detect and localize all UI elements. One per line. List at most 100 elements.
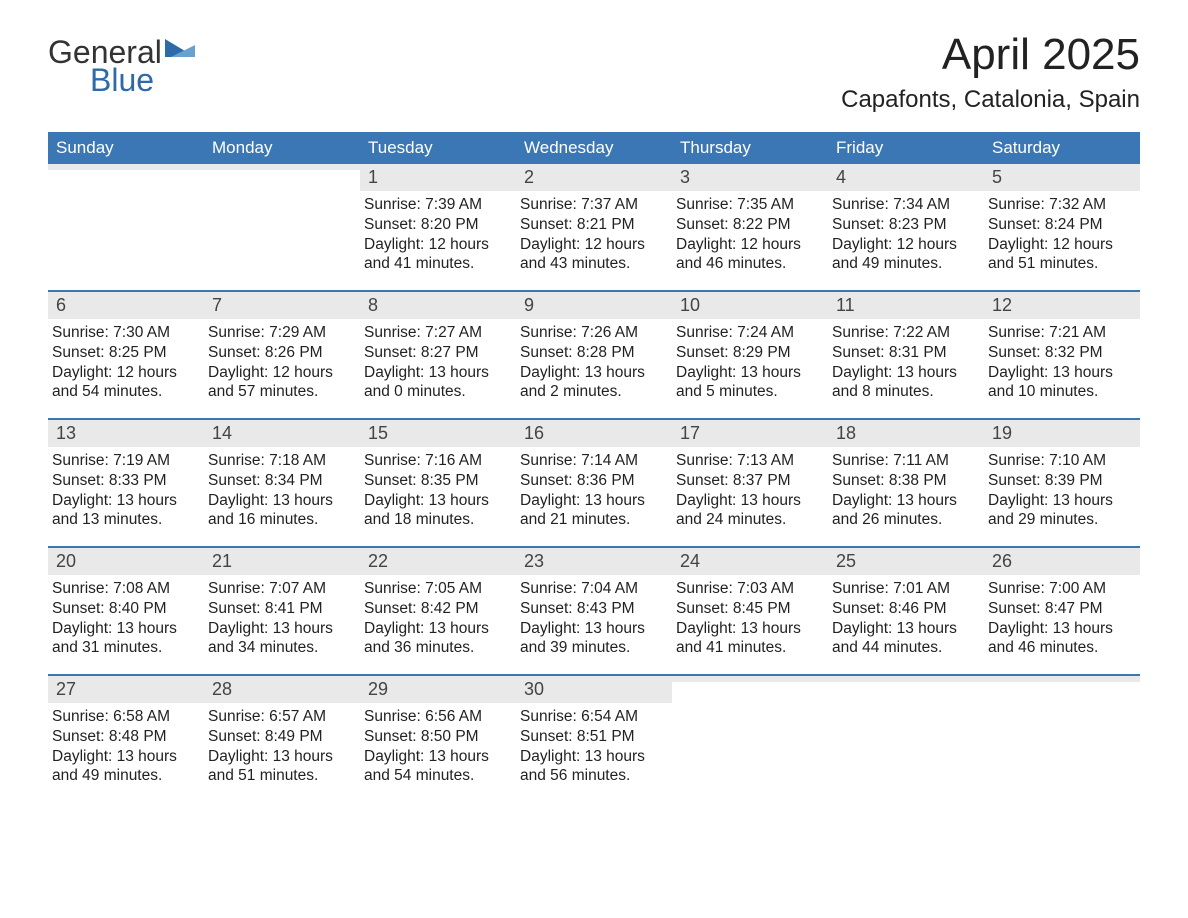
day-cell <box>828 676 984 802</box>
daylight-line-2: and 2 minutes. <box>520 382 668 402</box>
day-cell: 25 Sunrise: 7:01 AMSunset: 8:46 PMDayligh… <box>828 548 984 674</box>
day-number: 27 <box>56 679 76 699</box>
day-cell: 3Sunrise: 7:35 AMSunset: 8:22 PMDaylight… <box>672 164 828 290</box>
daylight-line-2: and 34 minutes. <box>208 638 356 658</box>
daylight-line-2: and 29 minutes. <box>988 510 1136 530</box>
day-number: 2 <box>524 167 534 187</box>
day-body: Sunrise: 7:21 AMSunset: 8:32 PMDaylight:… <box>984 319 1140 410</box>
daylight-line-1: Daylight: 13 hours <box>520 747 668 767</box>
day-cell: 6Sunrise: 7:30 AMSunset: 8:25 PMDaylight… <box>48 292 204 418</box>
daylight-line-1: Daylight: 13 hours <box>832 619 980 639</box>
day-number-row: 3 <box>672 164 828 191</box>
day-number-row: 16 <box>516 420 672 447</box>
sunset-line: Sunset: 8:24 PM <box>988 215 1136 235</box>
sunrise-line: Sunrise: 7:03 AM <box>676 579 824 599</box>
header: General Blue April 2025 Capafonts, Catal… <box>48 30 1140 114</box>
day-cell: 23Sunrise: 7:04 AMSunset: 8:43 PMDayligh… <box>516 548 672 674</box>
sunset-line: Sunset: 8:33 PM <box>52 471 200 491</box>
daylight-line-2: and 46 minutes. <box>676 254 824 274</box>
sunset-line: Sunset: 8:39 PM <box>988 471 1136 491</box>
day-number: 26 <box>992 551 1012 571</box>
sunrise-line: Sunrise: 7:10 AM <box>988 451 1136 471</box>
week-row: 6Sunrise: 7:30 AMSunset: 8:25 PMDaylight… <box>48 290 1140 418</box>
day-body: Sunrise: 7:37 AMSunset: 8:21 PMDaylight:… <box>516 191 672 282</box>
daylight-line-2: and 5 minutes. <box>676 382 824 402</box>
day-number-row: 15 <box>360 420 516 447</box>
daylight-line-1: Daylight: 13 hours <box>208 747 356 767</box>
day-number: 22 <box>368 551 388 571</box>
day-number-row: 5 <box>984 164 1140 191</box>
day-cell: 7 Sunrise: 7:29 AMSunset: 8:26 PMDaylight… <box>204 292 360 418</box>
sunrise-line: Sunrise: 7:37 AM <box>520 195 668 215</box>
day-number-row: 12 <box>984 292 1140 319</box>
day-body: Sunrise: 6:54 AMSunset: 8:51 PMDaylight:… <box>516 703 672 794</box>
day-number: 24 <box>680 551 700 571</box>
sunrise-line: Sunrise: 6:58 AM <box>52 707 200 727</box>
sunset-line: Sunset: 8:43 PM <box>520 599 668 619</box>
day-body: Sunrise: 7:14 AMSunset: 8:36 PMDaylight:… <box>516 447 672 538</box>
day-body: Sunrise: 7:01 AMSunset: 8:46 PMDaylight:… <box>828 575 984 666</box>
day-cell: 18Sunrise: 7:11 AMSunset: 8:38 PMDayligh… <box>828 420 984 546</box>
day-cell: 9 Sunrise: 7:26 AMSunset: 8:28 PMDaylight… <box>516 292 672 418</box>
day-cell: 20Sunrise: 7:08 AMSunset: 8:40 PMDayligh… <box>48 548 204 674</box>
day-number: 29 <box>368 679 388 699</box>
daylight-line-2: and 56 minutes. <box>520 766 668 786</box>
day-number: 15 <box>368 423 388 443</box>
daylight-line-1: Daylight: 13 hours <box>520 363 668 383</box>
sunrise-line: Sunrise: 7:35 AM <box>676 195 824 215</box>
sunset-line: Sunset: 8:32 PM <box>988 343 1136 363</box>
day-number-row: 18 <box>828 420 984 447</box>
day-number: 18 <box>836 423 856 443</box>
sunrise-line: Sunrise: 7:01 AM <box>832 579 980 599</box>
day-number-row: 24 <box>672 548 828 575</box>
day-number-row: 21 <box>204 548 360 575</box>
day-body: Sunrise: 7:00 AMSunset: 8:47 PMDaylight:… <box>984 575 1140 666</box>
daylight-line-2: and 21 minutes. <box>520 510 668 530</box>
sunset-line: Sunset: 8:31 PM <box>832 343 980 363</box>
sunset-line: Sunset: 8:45 PM <box>676 599 824 619</box>
daylight-line-2: and 31 minutes. <box>52 638 200 658</box>
sunrise-line: Sunrise: 7:30 AM <box>52 323 200 343</box>
sunrise-line: Sunrise: 7:24 AM <box>676 323 824 343</box>
daylight-line-1: Daylight: 13 hours <box>52 491 200 511</box>
day-body: Sunrise: 7:26 AMSunset: 8:28 PMDaylight:… <box>516 319 672 410</box>
sunrise-line: Sunrise: 7:32 AM <box>988 195 1136 215</box>
daylight-line-1: Daylight: 13 hours <box>52 619 200 639</box>
day-cell: 26 Sunrise: 7:00 AMSunset: 8:47 PMDayligh… <box>984 548 1140 674</box>
daylight-line-2: and 51 minutes. <box>988 254 1136 274</box>
day-number-row: 13 <box>48 420 204 447</box>
day-number: 5 <box>992 167 1002 187</box>
day-body: Sunrise: 7:30 AMSunset: 8:25 PMDaylight:… <box>48 319 204 410</box>
logo-text-2: Blue <box>48 64 195 98</box>
day-number: 25 <box>836 551 856 571</box>
sunrise-line: Sunrise: 7:26 AM <box>520 323 668 343</box>
daylight-line-1: Daylight: 13 hours <box>832 491 980 511</box>
day-cell: 1Sunrise: 7:39 AMSunset: 8:20 PMDaylight… <box>360 164 516 290</box>
daylight-line-2: and 46 minutes. <box>988 638 1136 658</box>
day-cell: 22Sunrise: 7:05 AMSunset: 8:42 PMDayligh… <box>360 548 516 674</box>
daylight-line-2: and 26 minutes. <box>832 510 980 530</box>
day-number-row: 19 <box>984 420 1140 447</box>
day-cell: 15Sunrise: 7:16 AMSunset: 8:35 PMDayligh… <box>360 420 516 546</box>
day-number-row: 8 <box>360 292 516 319</box>
sunrise-line: Sunrise: 7:08 AM <box>52 579 200 599</box>
day-number-row: 14 <box>204 420 360 447</box>
day-cell: 11Sunrise: 7:22 AMSunset: 8:31 PMDayligh… <box>828 292 984 418</box>
day-number: 1 <box>368 167 378 187</box>
daylight-line-2: and 24 minutes. <box>676 510 824 530</box>
day-body <box>828 682 984 694</box>
calendar: Sunday Monday Tuesday Wednesday Thursday… <box>48 132 1140 802</box>
dow-saturday: Saturday <box>984 132 1140 164</box>
day-cell: 14Sunrise: 7:18 AMSunset: 8:34 PMDayligh… <box>204 420 360 546</box>
dow-sunday: Sunday <box>48 132 204 164</box>
day-cell: 27Sunrise: 6:58 AMSunset: 8:48 PMDayligh… <box>48 676 204 802</box>
day-number: 7 <box>212 295 222 315</box>
day-body: Sunrise: 7:03 AMSunset: 8:45 PMDaylight:… <box>672 575 828 666</box>
daylight-line-1: Daylight: 12 hours <box>988 235 1136 255</box>
day-number: 10 <box>680 295 700 315</box>
day-number: 9 <box>524 295 534 315</box>
day-body: Sunrise: 7:29 AMSunset: 8:26 PMDaylight:… <box>204 319 360 410</box>
day-number: 8 <box>368 295 378 315</box>
daylight-line-2: and 49 minutes. <box>832 254 980 274</box>
day-number: 19 <box>992 423 1012 443</box>
